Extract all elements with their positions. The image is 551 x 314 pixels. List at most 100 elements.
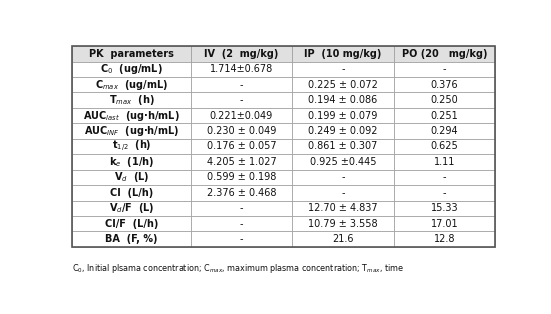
Bar xyxy=(393,216,495,231)
Text: 10.79 ± 3.558: 10.79 ± 3.558 xyxy=(308,219,377,229)
Bar xyxy=(191,46,292,62)
Bar xyxy=(292,216,393,231)
Text: T$_{max}$  (h): T$_{max}$ (h) xyxy=(109,93,154,107)
Bar xyxy=(72,231,191,247)
Bar xyxy=(292,108,393,123)
Text: PO (20   mg/kg): PO (20 mg/kg) xyxy=(402,49,487,59)
Bar xyxy=(393,46,495,62)
Bar xyxy=(292,62,393,77)
Bar xyxy=(72,201,191,216)
Text: 12.8: 12.8 xyxy=(434,234,455,244)
Text: 0.861 ± 0.307: 0.861 ± 0.307 xyxy=(308,142,377,151)
Bar xyxy=(292,185,393,201)
Text: 0.376: 0.376 xyxy=(430,80,458,90)
Text: V$_d$  (L): V$_d$ (L) xyxy=(114,171,149,184)
Text: 0.294: 0.294 xyxy=(430,126,458,136)
Bar xyxy=(393,231,495,247)
Text: AUC$_{INF}$  (ug·h/mL): AUC$_{INF}$ (ug·h/mL) xyxy=(84,124,179,138)
Bar xyxy=(292,77,393,92)
Text: 0.230 ± 0.049: 0.230 ± 0.049 xyxy=(207,126,276,136)
Text: t$_{1/2}$  (h): t$_{1/2}$ (h) xyxy=(112,139,152,154)
Bar xyxy=(72,154,191,170)
Text: 21.6: 21.6 xyxy=(332,234,354,244)
Bar xyxy=(191,139,292,154)
Bar xyxy=(292,139,393,154)
Bar xyxy=(72,46,191,62)
Text: 0.599 ± 0.198: 0.599 ± 0.198 xyxy=(207,172,276,182)
Bar xyxy=(191,154,292,170)
Text: -: - xyxy=(341,64,344,74)
Bar xyxy=(292,92,393,108)
Text: PK  parameters: PK parameters xyxy=(89,49,174,59)
Bar xyxy=(72,46,495,247)
Bar xyxy=(292,154,393,170)
Bar xyxy=(72,185,191,201)
Bar xyxy=(72,216,191,231)
Bar xyxy=(191,216,292,231)
Text: C$_0$, Initial plsama concentration; C$_{max}$, maximum plasma concentration; T$: C$_0$, Initial plsama concentration; C$_… xyxy=(72,262,404,275)
Bar xyxy=(393,185,495,201)
Bar xyxy=(72,139,191,154)
Text: 0.925 ±0.445: 0.925 ±0.445 xyxy=(310,157,376,167)
Text: 2.376 ± 0.468: 2.376 ± 0.468 xyxy=(207,188,276,198)
Bar xyxy=(191,108,292,123)
Text: Cl  (L/h): Cl (L/h) xyxy=(110,188,153,198)
Text: -: - xyxy=(240,80,243,90)
Text: 15.33: 15.33 xyxy=(430,203,458,213)
Bar xyxy=(393,92,495,108)
Bar xyxy=(393,170,495,185)
Bar xyxy=(191,77,292,92)
Bar xyxy=(292,201,393,216)
Text: -: - xyxy=(442,172,446,182)
Bar xyxy=(191,231,292,247)
Text: 4.205 ± 1.027: 4.205 ± 1.027 xyxy=(207,157,276,167)
Text: IV  (2  mg/kg): IV (2 mg/kg) xyxy=(204,49,279,59)
Text: 0.251: 0.251 xyxy=(430,111,458,121)
Text: -: - xyxy=(442,188,446,198)
Text: -: - xyxy=(240,234,243,244)
Text: Cl/F  (L/h): Cl/F (L/h) xyxy=(105,219,158,229)
Text: 1.714±0.678: 1.714±0.678 xyxy=(210,64,273,74)
Bar xyxy=(292,123,393,139)
Text: k$_e$  (1/h): k$_e$ (1/h) xyxy=(109,155,154,169)
Text: 0.176 ± 0.057: 0.176 ± 0.057 xyxy=(207,142,276,151)
Bar xyxy=(393,201,495,216)
Text: -: - xyxy=(240,203,243,213)
Bar xyxy=(191,170,292,185)
Bar xyxy=(72,77,191,92)
Bar xyxy=(393,77,495,92)
Bar xyxy=(191,92,292,108)
Text: C$_0$  (ug/mL): C$_0$ (ug/mL) xyxy=(100,62,163,76)
Text: 12.70 ± 4.837: 12.70 ± 4.837 xyxy=(308,203,377,213)
Bar xyxy=(72,108,191,123)
Text: 0.625: 0.625 xyxy=(430,142,458,151)
Bar xyxy=(72,62,191,77)
Bar xyxy=(191,201,292,216)
Bar xyxy=(72,170,191,185)
Text: 0.194 ± 0.086: 0.194 ± 0.086 xyxy=(308,95,377,105)
Text: -: - xyxy=(341,172,344,182)
Bar xyxy=(191,62,292,77)
Bar xyxy=(191,185,292,201)
Bar xyxy=(191,123,292,139)
Text: -: - xyxy=(442,64,446,74)
Bar xyxy=(393,154,495,170)
Text: 0.249 ± 0.092: 0.249 ± 0.092 xyxy=(308,126,377,136)
Bar xyxy=(393,108,495,123)
Text: 0.221±0.049: 0.221±0.049 xyxy=(210,111,273,121)
Text: -: - xyxy=(240,219,243,229)
Text: 1.11: 1.11 xyxy=(434,157,455,167)
Bar xyxy=(393,123,495,139)
Bar xyxy=(292,170,393,185)
Text: 17.01: 17.01 xyxy=(430,219,458,229)
Text: 0.199 ± 0.079: 0.199 ± 0.079 xyxy=(308,111,377,121)
Bar xyxy=(72,123,191,139)
Text: C$_{max}$  (ug/mL): C$_{max}$ (ug/mL) xyxy=(95,78,168,92)
Text: -: - xyxy=(341,188,344,198)
Text: IP  (10 mg/kg): IP (10 mg/kg) xyxy=(304,49,381,59)
Bar xyxy=(292,46,393,62)
Bar xyxy=(72,92,191,108)
Text: V$_d$/F  (L): V$_d$/F (L) xyxy=(109,201,154,215)
Bar xyxy=(393,139,495,154)
Bar xyxy=(292,231,393,247)
